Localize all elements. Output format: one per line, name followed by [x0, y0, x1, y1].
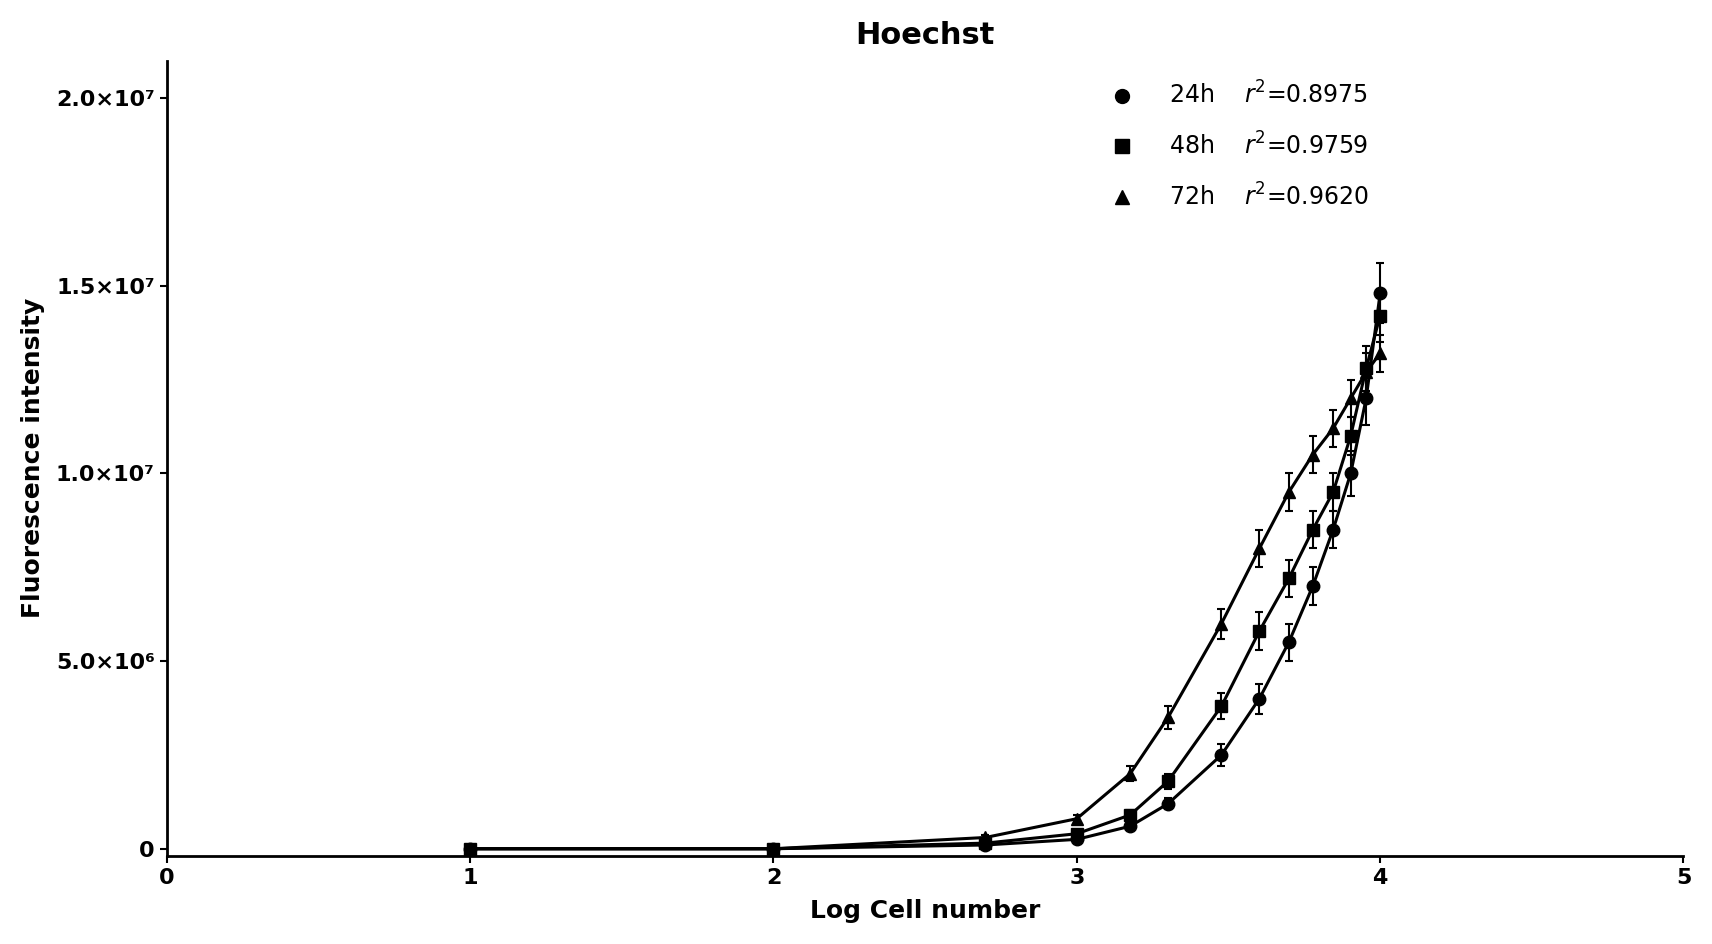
Y-axis label: Fluorescence intensity: Fluorescence intensity: [21, 298, 45, 618]
Title: Hoechst: Hoechst: [856, 21, 995, 50]
Legend: 24h    $r^2$=0.8975, 48h    $r^2$=0.9759, 72h    $r^2$=0.9620: 24h $r^2$=0.8975, 48h $r^2$=0.9759, 72h …: [1089, 73, 1378, 220]
X-axis label: Log Cell number: Log Cell number: [810, 900, 1041, 923]
